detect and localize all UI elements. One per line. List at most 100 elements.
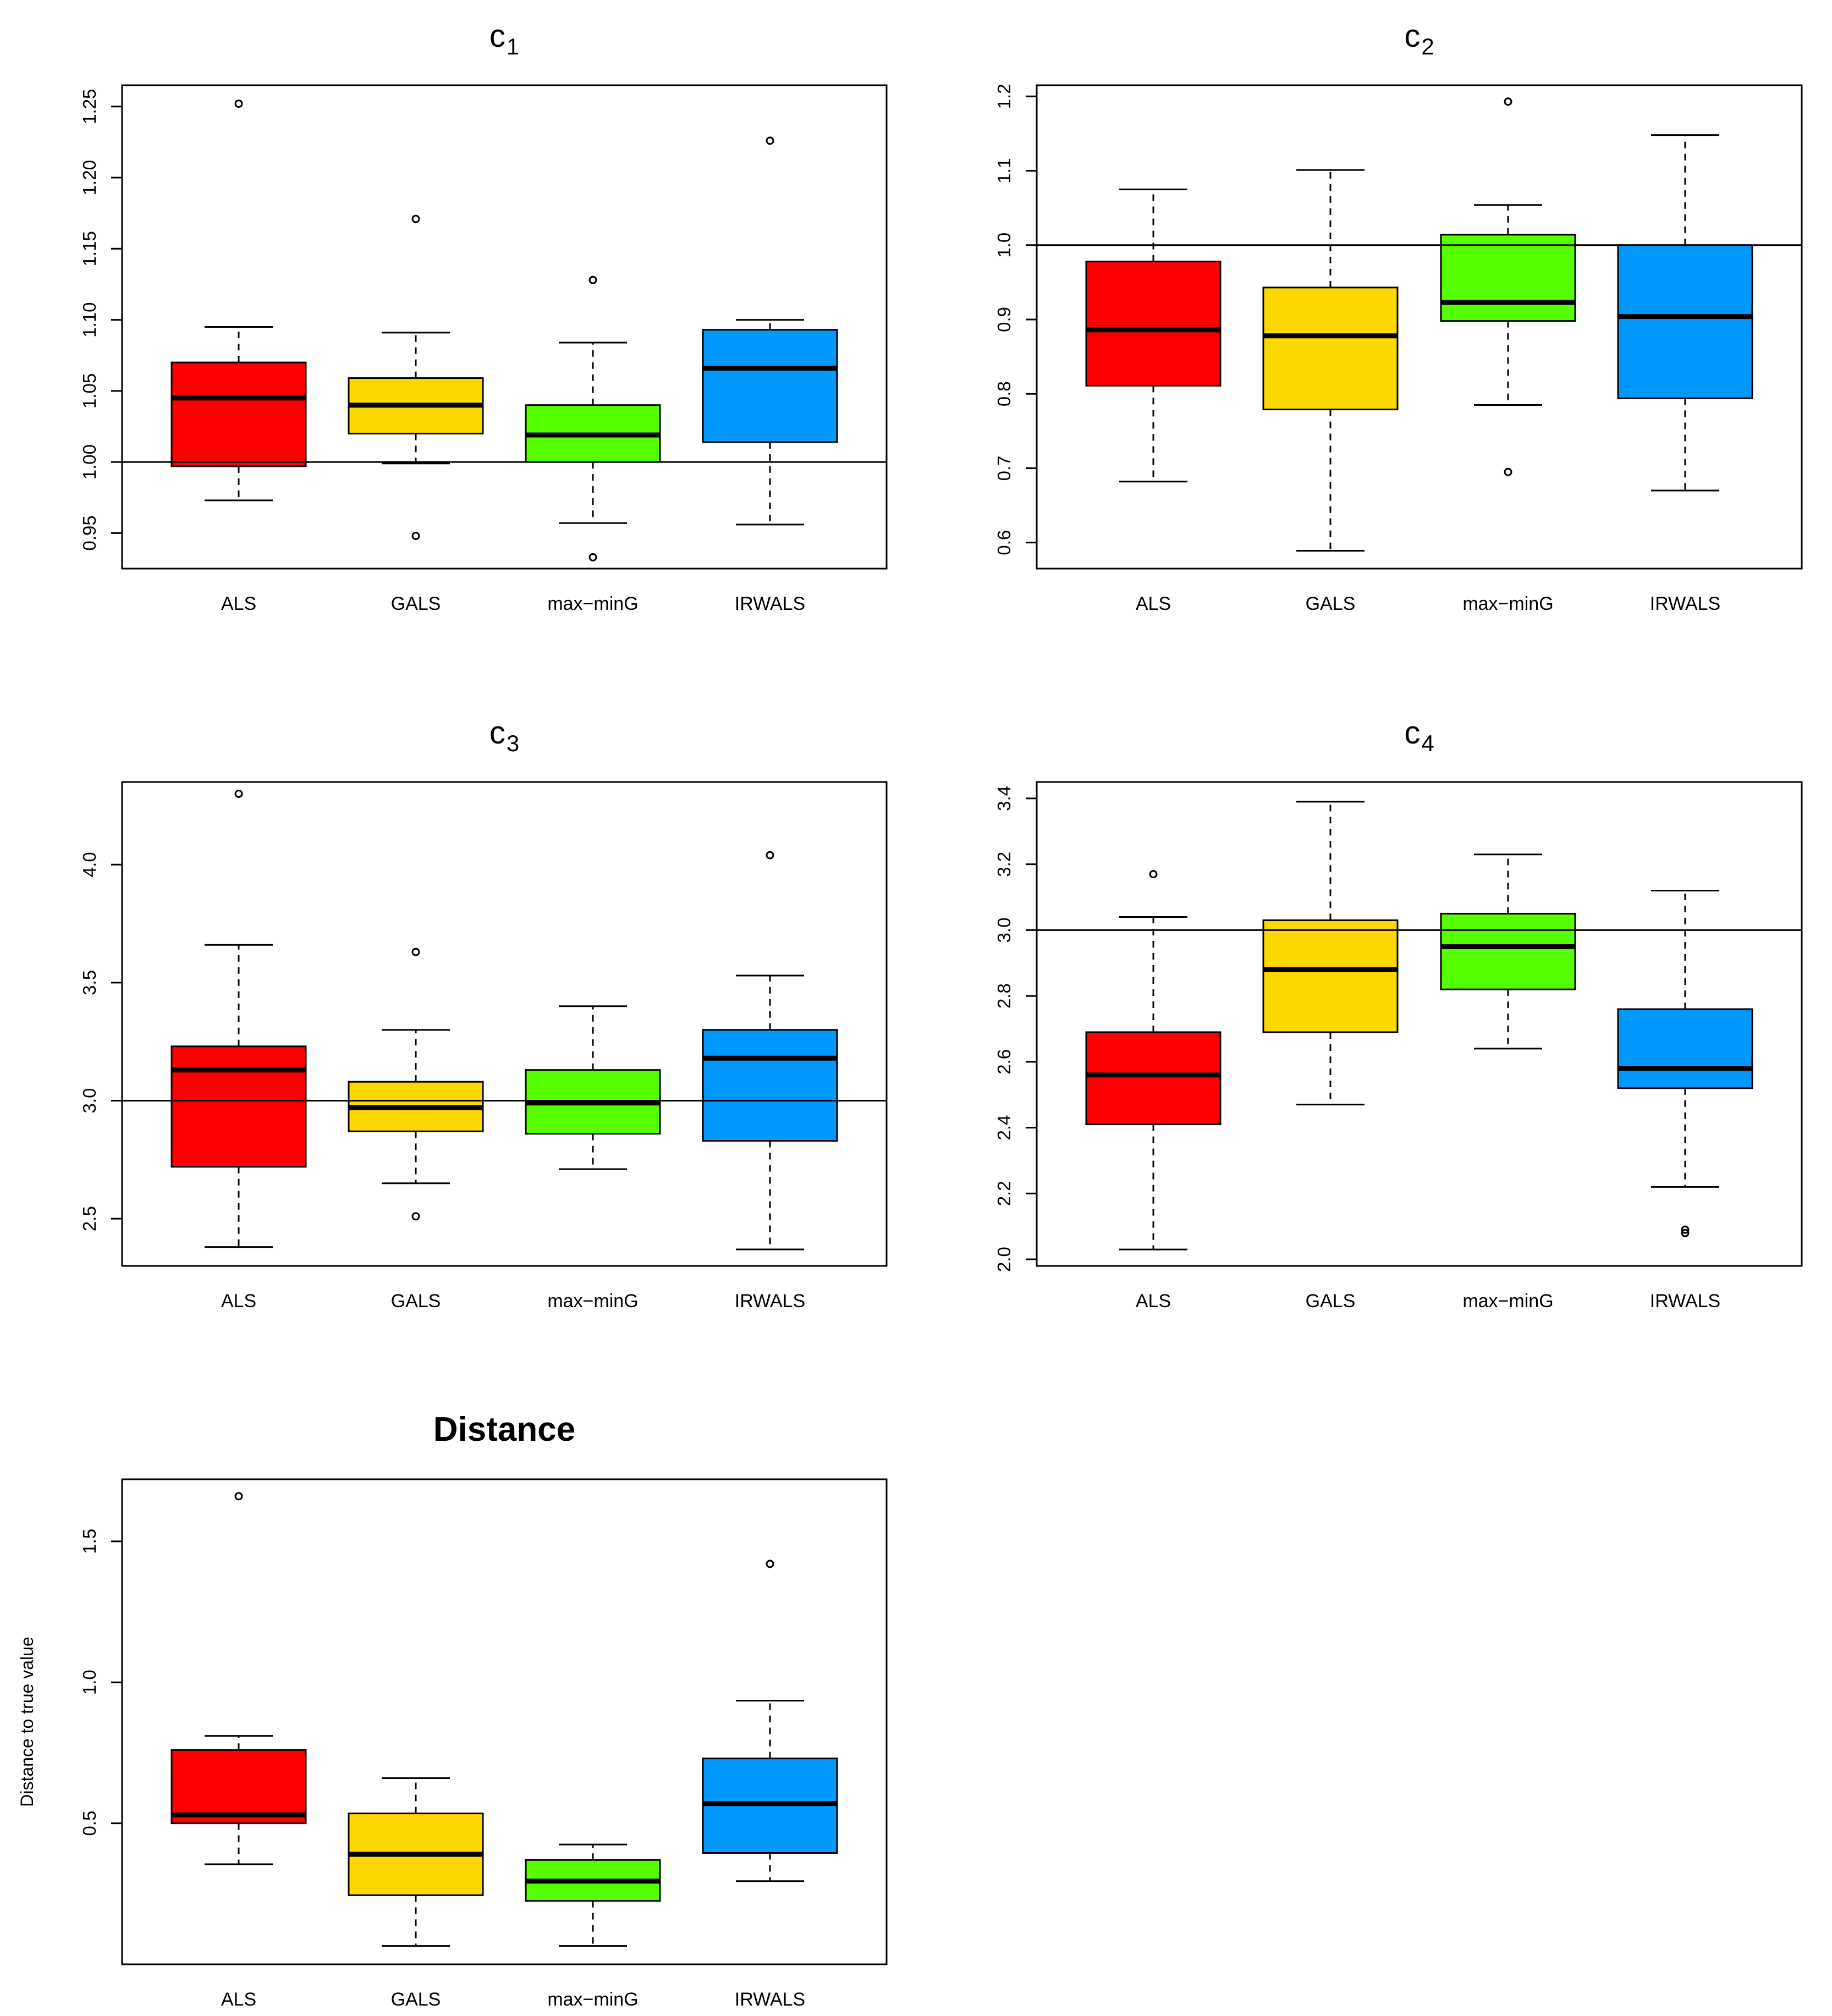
x-category-label: ALS [1136,593,1171,614]
box-irwals [702,1560,838,1882]
iqr-box [1262,919,1399,1033]
panel-5: Distance 0.5 1.0 1.5 Distance to true value A… [17,1411,888,2010]
iqr-box [1262,287,1399,411]
outlier-point [411,532,420,541]
panel-4: c4 2.0 2.2 2.4 2.6 2.8 3.0 3.2 3.4 ALS GALS max−min… [994,715,1803,1312]
iqr-box [1617,244,1753,399]
x-category-label: GALS [1306,593,1356,614]
outlier-point [411,1212,420,1221]
outlier-point [234,789,243,798]
y-tick-label: 3.5 [79,970,100,995]
iqr-box [1085,260,1222,387]
x-category-label: max−minG [547,1989,638,2010]
y-tick-label: 0.95 [79,515,100,550]
y-tick-label: 2.5 [79,1206,100,1231]
iqr-box [1440,234,1576,322]
box-als [170,100,307,502]
x-category-label: GALS [1306,1291,1356,1312]
iqr-box [702,1029,838,1142]
box-gals [348,948,484,1221]
box-irwals [702,136,838,526]
y-tick-label: 1.0 [994,233,1014,258]
box-gals [1262,801,1399,1106]
x-category-label: GALS [391,1291,441,1312]
x-category-label: IRWALS [1650,593,1720,614]
panel-title: c4 [1404,715,1434,756]
x-category-label: IRWALS [735,593,805,614]
outlier-point [234,100,243,108]
iqr-box [170,1045,307,1168]
y-tick-label: 0.9 [994,307,1014,332]
box-als [170,789,307,1248]
y-axis-title: Distance to true value [17,1637,37,1807]
y-tick-label: 1.05 [79,373,100,409]
iqr-box [170,361,307,467]
x-category-label: IRWALS [735,1291,805,1312]
x-category-label: max−minG [547,593,638,614]
outlier-point [1149,870,1158,879]
iqr-box [1085,1031,1222,1126]
panel-2: c2 0.6 0.7 0.8 0.9 1.0 1.1 1.2 ALS GALS max−minG IR… [994,18,1803,614]
y-tick-label: 4.0 [79,852,100,877]
outlier-point [1681,1225,1690,1234]
y-tick-label: 3.0 [79,1088,100,1114]
y-tick-label: 2.6 [994,1049,1014,1075]
box-als [1085,188,1222,483]
x-category-label: ALS [1136,1291,1171,1312]
outlier-point [766,851,774,860]
x-category-label: max−minG [1462,593,1553,614]
y-tick-label: 0.5 [79,1811,100,1836]
y-tick-label: 1.10 [79,302,100,337]
x-category-label: max−minG [1462,1291,1553,1312]
y-tick-label: 1.2 [994,84,1014,109]
y-tick-label: 2.2 [994,1181,1014,1206]
plot-frame [1036,84,1803,570]
y-tick-label: 1.5 [79,1529,100,1554]
outlier-point [411,948,420,956]
y-tick-label: 1.25 [79,89,100,124]
y-tick-label: 3.0 [994,917,1014,943]
y-tick-label: 2.4 [994,1115,1014,1141]
box-gals [348,214,484,541]
outlier-point [1504,467,1512,476]
y-tick-label: 0.7 [994,456,1014,481]
iqr-box [1440,912,1576,990]
outlier-point [766,136,774,145]
iqr-box [1617,1008,1753,1089]
y-tick-label: 2.8 [994,983,1014,1009]
panel-1: c1 0.95 1.00 1.05 1.10 1.15 1.20 1.25 ALS GALS max… [79,18,888,614]
box-als [1085,870,1222,1251]
box-maxming [525,1843,661,1947]
x-category-label: ALS [221,1989,256,2010]
x-category-label: IRWALS [1650,1291,1720,1312]
y-tick-label: 1.1 [994,158,1014,184]
y-tick-label: 3.4 [994,786,1014,811]
y-tick-label: 2.0 [994,1247,1014,1272]
x-category-label: IRWALS [735,1989,805,2010]
y-tick-label: 3.2 [994,852,1014,877]
box-irwals [1617,890,1753,1237]
box-maxming [525,1005,661,1170]
plot-frame [121,1478,888,1965]
box-maxming [1440,853,1576,1050]
box-maxming [525,276,661,561]
iqr-box [702,329,838,443]
box-gals [1262,169,1399,552]
plot-frame [121,84,888,570]
outlier-point [766,1560,774,1568]
y-tick-label: 1.15 [79,231,100,266]
outlier-point [1504,97,1512,106]
outlier-point [1681,1229,1690,1237]
x-category-label: ALS [221,1291,256,1312]
x-category-label: max−minG [547,1291,638,1312]
outlier-point [588,276,597,284]
panel-3: c3 2.5 3.0 3.5 4.0 ALS GALS max−minG IRWALS [79,715,888,1312]
panel-title: c3 [489,715,519,756]
panel-title: c1 [489,18,519,59]
x-category-label: GALS [391,593,441,614]
x-category-label: GALS [391,1989,441,2010]
panel-title: c2 [1404,18,1434,59]
iqr-box [170,1749,307,1825]
box-als [170,1492,307,1865]
box-gals [348,1777,484,1947]
